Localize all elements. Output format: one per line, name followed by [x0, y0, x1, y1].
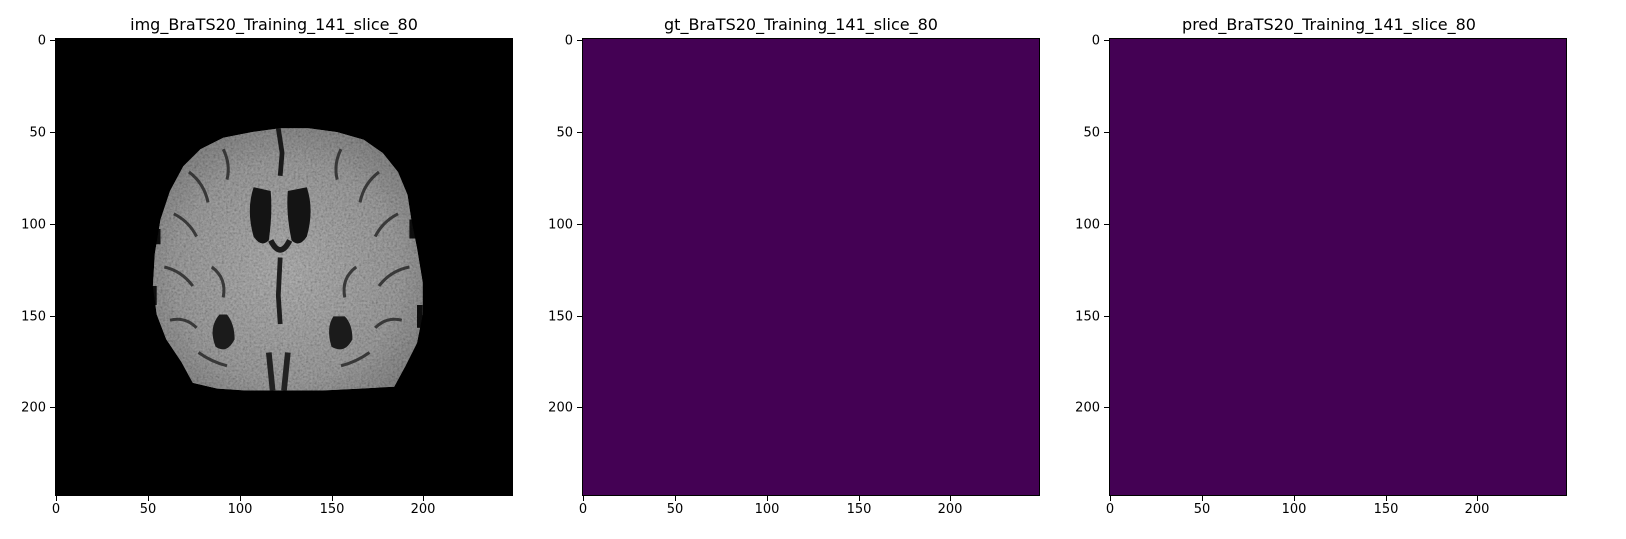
- x-tick-label: 0: [1105, 502, 1115, 517]
- y-tick-label: 200: [548, 400, 573, 416]
- mri-brain-image: [56, 39, 512, 495]
- x-tick-label: 200: [937, 502, 963, 517]
- y-tick-label: 150: [548, 309, 573, 325]
- gt-mask: [583, 39, 1039, 495]
- y-tick-label: 0: [564, 33, 573, 49]
- x-tick-label: 150: [1373, 502, 1399, 517]
- x-tick-label: 150: [319, 502, 345, 517]
- y-tick-label: 100: [548, 217, 573, 233]
- y-tick-label: 50: [29, 125, 46, 141]
- y-tick-label: 0: [1091, 33, 1100, 49]
- x-tick-label: 200: [410, 502, 436, 517]
- y-tick-label: 200: [21, 400, 46, 416]
- y-tick-label: 100: [1075, 217, 1100, 233]
- panel-title-gt: gt_BraTS20_Training_141_slice_80: [664, 15, 938, 34]
- axes-img: [55, 38, 513, 496]
- x-tick-label: 50: [666, 502, 684, 517]
- x-tick-label: 100: [754, 502, 780, 517]
- x-tick-label: 100: [1281, 502, 1307, 517]
- x-tick-label: 50: [139, 502, 157, 517]
- lateral-ventricle-right: [287, 187, 311, 244]
- y-tick-label: 50: [1083, 125, 1100, 141]
- y-tick-label: 100: [21, 217, 46, 233]
- y-tick-label: 150: [1075, 309, 1100, 325]
- x-tick-label: 50: [1193, 502, 1211, 517]
- x-tick-label: 0: [51, 502, 61, 517]
- panel-title-pred: pred_BraTS20_Training_141_slice_80: [1182, 15, 1476, 34]
- brain-tissue: [152, 128, 423, 391]
- lateral-ventricle-left: [249, 187, 272, 244]
- y-tick-label: 200: [1075, 400, 1100, 416]
- x-tick-label: 100: [227, 502, 253, 517]
- y-tick-label: 50: [556, 125, 573, 141]
- y-tick-label: 0: [37, 33, 46, 49]
- x-tick-label: 0: [578, 502, 588, 517]
- x-tick-label: 150: [846, 502, 872, 517]
- panel-title-img: img_BraTS20_Training_141_slice_80: [130, 15, 418, 34]
- x-tick-label: 200: [1464, 502, 1490, 517]
- pred-mask: [1110, 39, 1566, 495]
- axes-gt: [582, 38, 1040, 496]
- y-tick-label: 150: [21, 309, 46, 325]
- axes-pred: [1109, 38, 1567, 496]
